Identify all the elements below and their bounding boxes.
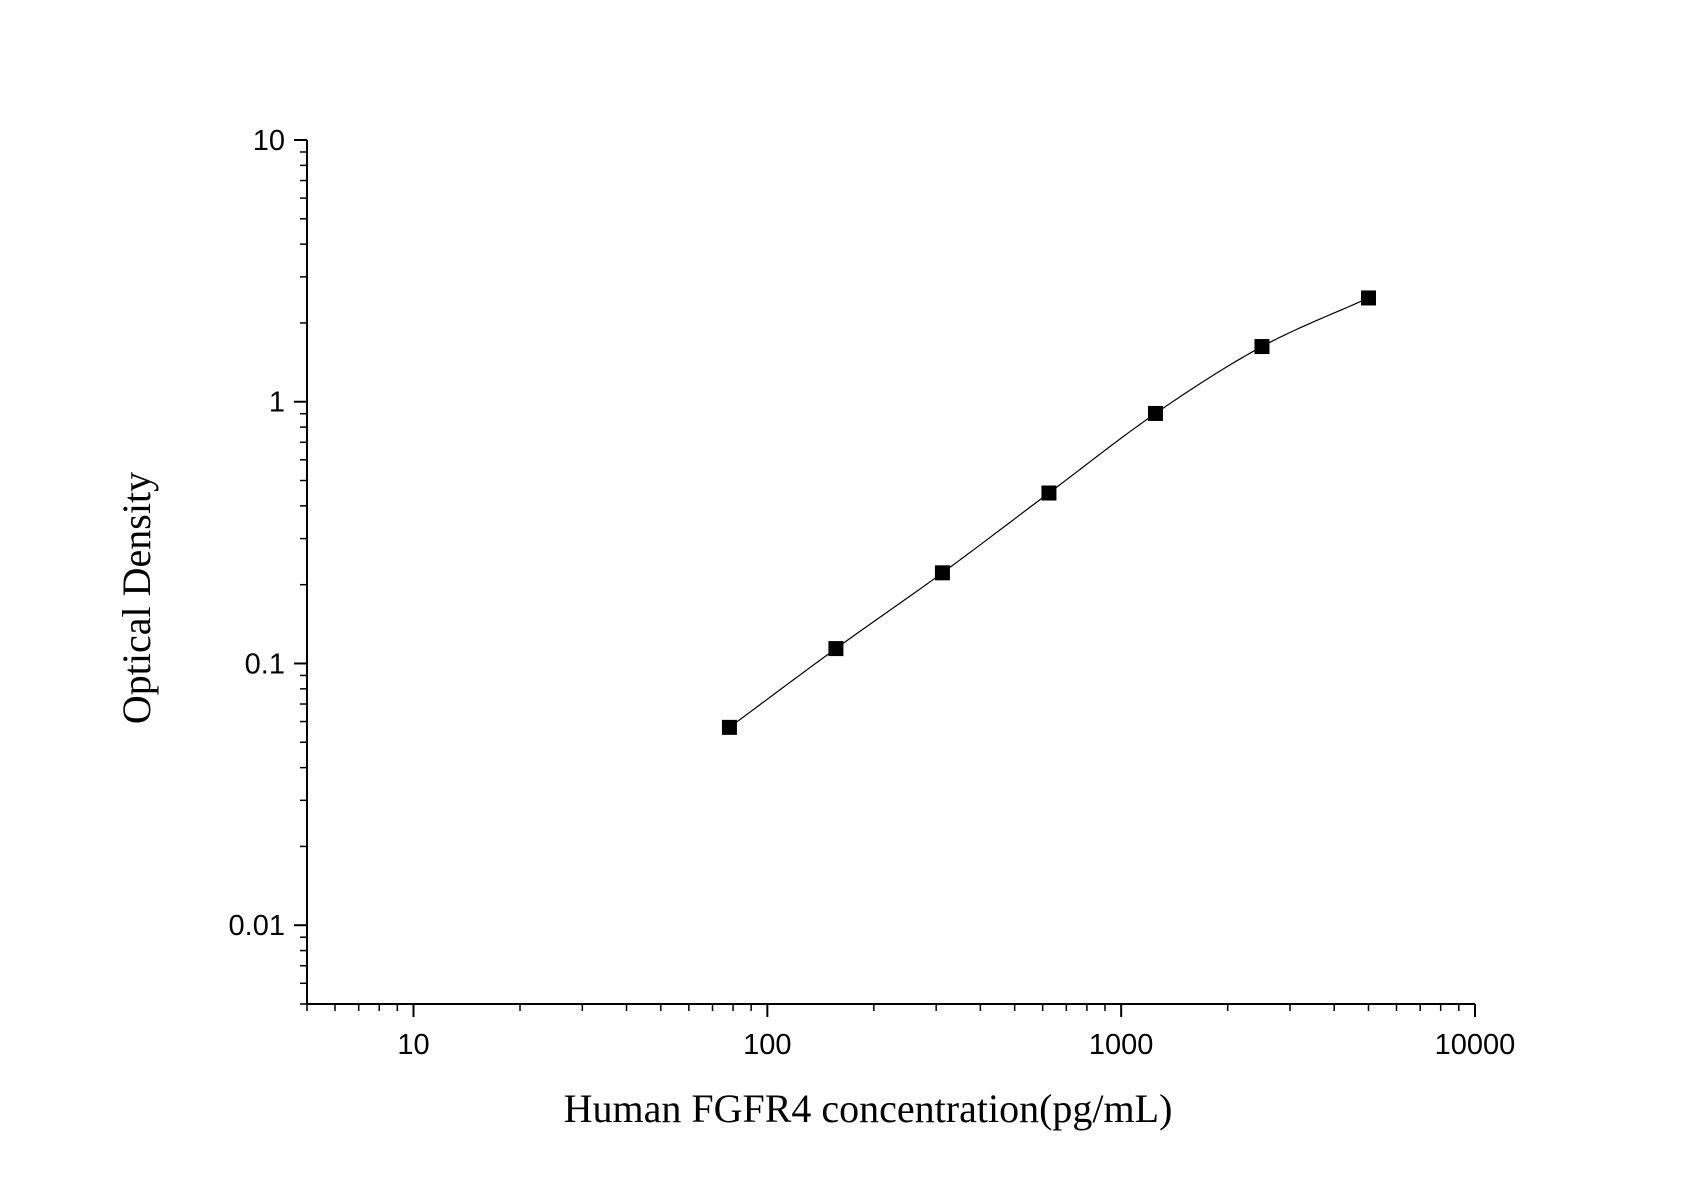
data-points xyxy=(721,290,1376,735)
fit-curve xyxy=(729,297,1369,728)
data-point xyxy=(934,565,950,581)
y-tick-label: 10 xyxy=(253,125,285,157)
x-tick-label: 100 xyxy=(743,1029,791,1061)
x-axis-ticks: 10 100 1000 10000 xyxy=(306,1004,1516,1061)
data-point xyxy=(1147,405,1163,421)
y-tick-label: 0.1 xyxy=(245,648,285,680)
axes xyxy=(306,140,1475,1005)
data-point xyxy=(1360,290,1376,306)
y-axis-title: Optical Density xyxy=(114,472,159,724)
data-point xyxy=(1041,485,1057,501)
y-tick-label: 1 xyxy=(269,387,285,419)
x-tick-label: 10 xyxy=(397,1029,429,1061)
data-point xyxy=(721,719,737,735)
data-point xyxy=(828,641,844,657)
x-tick-label: 1000 xyxy=(1089,1029,1154,1061)
y-axis-ticks: 0.01 0.1 1 10 xyxy=(229,125,307,1005)
x-axis-title: Human FGFR4 concentration(pg/mL) xyxy=(564,1086,1173,1131)
y-tick-label: 0.01 xyxy=(229,910,285,942)
x-tick-label: 10000 xyxy=(1435,1029,1516,1061)
data-point xyxy=(1254,339,1270,355)
